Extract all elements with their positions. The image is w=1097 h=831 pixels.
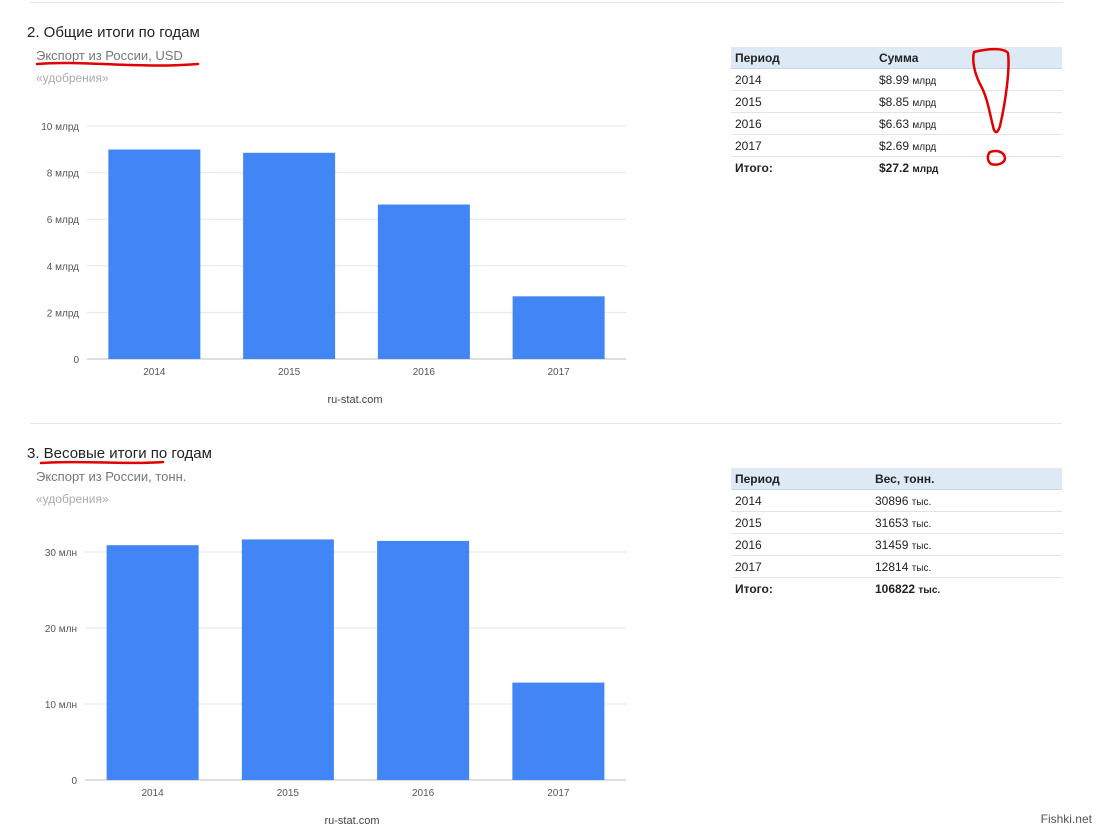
y-tick-label: 10 млн [45, 700, 77, 711]
y-tick-label: 8 млрд [47, 169, 79, 180]
section-3-subtitle: Экспорт из России, тонн. [36, 469, 187, 484]
total-label: Итого: [735, 581, 773, 596]
period-cell: 2017 [731, 134, 875, 157]
period-cell: 2016 [731, 533, 871, 556]
x-tick-label: 2017 [547, 788, 570, 799]
bar-2017 [512, 682, 605, 780]
table-row: 2014 30896 тыс. [731, 489, 1062, 512]
x-tick-label: 2016 [413, 367, 436, 378]
period-cell: 2015 [731, 90, 875, 113]
table-row: 2017 12814 тыс. [731, 555, 1062, 578]
section-3-credit: ru-stat.com [324, 815, 380, 827]
total-value: $27.2 млрд [879, 160, 939, 175]
top-divider [30, 2, 1062, 3]
red-underline-annotation [39, 460, 165, 465]
bar-2016 [377, 204, 470, 359]
period-cell: 2016 [731, 112, 875, 135]
section-2-category: «удобрения» [36, 71, 109, 85]
table-total-row: Итого: 106822 тыс. [731, 578, 1062, 600]
value-cell: 31653 тыс. [871, 511, 1062, 534]
table-total-row: Итого: $27.2 млрд [731, 157, 1062, 179]
section-3-summary-table: Период Вес, тонн. 2014 30896 тыс. 2015 3… [731, 468, 1062, 599]
value-cell: $2.69 млрд [875, 134, 1062, 157]
value-cell: $8.99 млрд [875, 68, 1062, 91]
bar-2015 [243, 152, 336, 359]
column-header-sum: Сумма [875, 47, 1062, 69]
y-tick-label: 20 млн [45, 624, 77, 635]
section-3-category: «удобрения» [36, 492, 109, 506]
y-tick-label: 10 млрд [41, 122, 79, 133]
value-cell: 31459 тыс. [871, 533, 1062, 556]
value-cell: $6.63 млрд [875, 112, 1062, 135]
red-underline-annotation [35, 61, 200, 67]
red-outline-annotation [972, 47, 1010, 134]
column-header-period: Период [731, 468, 871, 490]
y-tick-label: 4 млрд [47, 262, 79, 273]
table-row: 2016 31459 тыс. [731, 533, 1062, 556]
section-3-title: 3. Весовые итоги по годам [27, 445, 212, 462]
bar-2017 [512, 296, 605, 359]
table-row: 2016 $6.63 млрд [731, 112, 1062, 135]
x-tick-label: 2014 [143, 367, 166, 378]
period-cell: 2014 [731, 68, 875, 91]
section-divider [30, 423, 1062, 424]
value-cell: $8.85 млрд [875, 90, 1062, 113]
x-tick-label: 2016 [412, 788, 435, 799]
column-header-period: Период [731, 47, 875, 69]
period-cell: 2015 [731, 511, 871, 534]
table-row: 2015 31653 тыс. [731, 511, 1062, 534]
y-tick-label: 0 [73, 355, 79, 366]
table-row: 2015 $8.85 млрд [731, 90, 1062, 113]
table-header-row: Период Сумма [731, 47, 1062, 69]
bar-2015 [241, 539, 334, 780]
period-cell: 2017 [731, 555, 871, 578]
table-row: 2014 $8.99 млрд [731, 68, 1062, 91]
bar-2016 [377, 540, 470, 780]
x-tick-label: 2014 [142, 788, 165, 799]
x-tick-label: 2015 [277, 788, 300, 799]
table-row: 2017 $2.69 млрд [731, 134, 1062, 157]
y-tick-label: 30 млн [45, 548, 77, 559]
export-usd-bar-chart: 0 2 млрд 4 млрд 6 млрд 8 млрд 10 млрд 2014 2015… [41, 122, 626, 378]
total-label: Итого: [735, 160, 773, 175]
value-cell: 12814 тыс. [871, 555, 1062, 578]
column-header-weight: Вес, тонн. [871, 468, 1062, 490]
y-tick-label: 0 [71, 776, 77, 787]
section-2-title: 2. Общие итоги по годам [27, 24, 200, 41]
section-2-summary-table: Период Сумма 2014 $8.99 млрд 2015 $8.85 … [731, 47, 1062, 178]
export-weight-bar-chart: 0 10 млн 20 млн 30 млн 2014 2015 2016 2017 [45, 539, 626, 799]
y-tick-label: 6 млрд [47, 215, 79, 226]
x-tick-label: 2017 [548, 367, 571, 378]
value-cell: 30896 тыс. [871, 489, 1062, 512]
bar-2014 [106, 545, 199, 780]
section-2-subtitle: Экспорт из России, USD [36, 48, 183, 63]
watermark: Fishki.net [1040, 812, 1092, 826]
y-tick-label: 2 млрд [47, 308, 79, 319]
total-value: 106822 тыс. [875, 581, 941, 596]
section-2-credit: ru-stat.com [327, 394, 383, 406]
table-header-row: Период Вес, тонн. [731, 468, 1062, 490]
x-tick-label: 2015 [278, 367, 301, 378]
red-circle-annotation [986, 149, 1007, 166]
period-cell: 2014 [731, 489, 871, 512]
bar-2014 [108, 149, 201, 359]
